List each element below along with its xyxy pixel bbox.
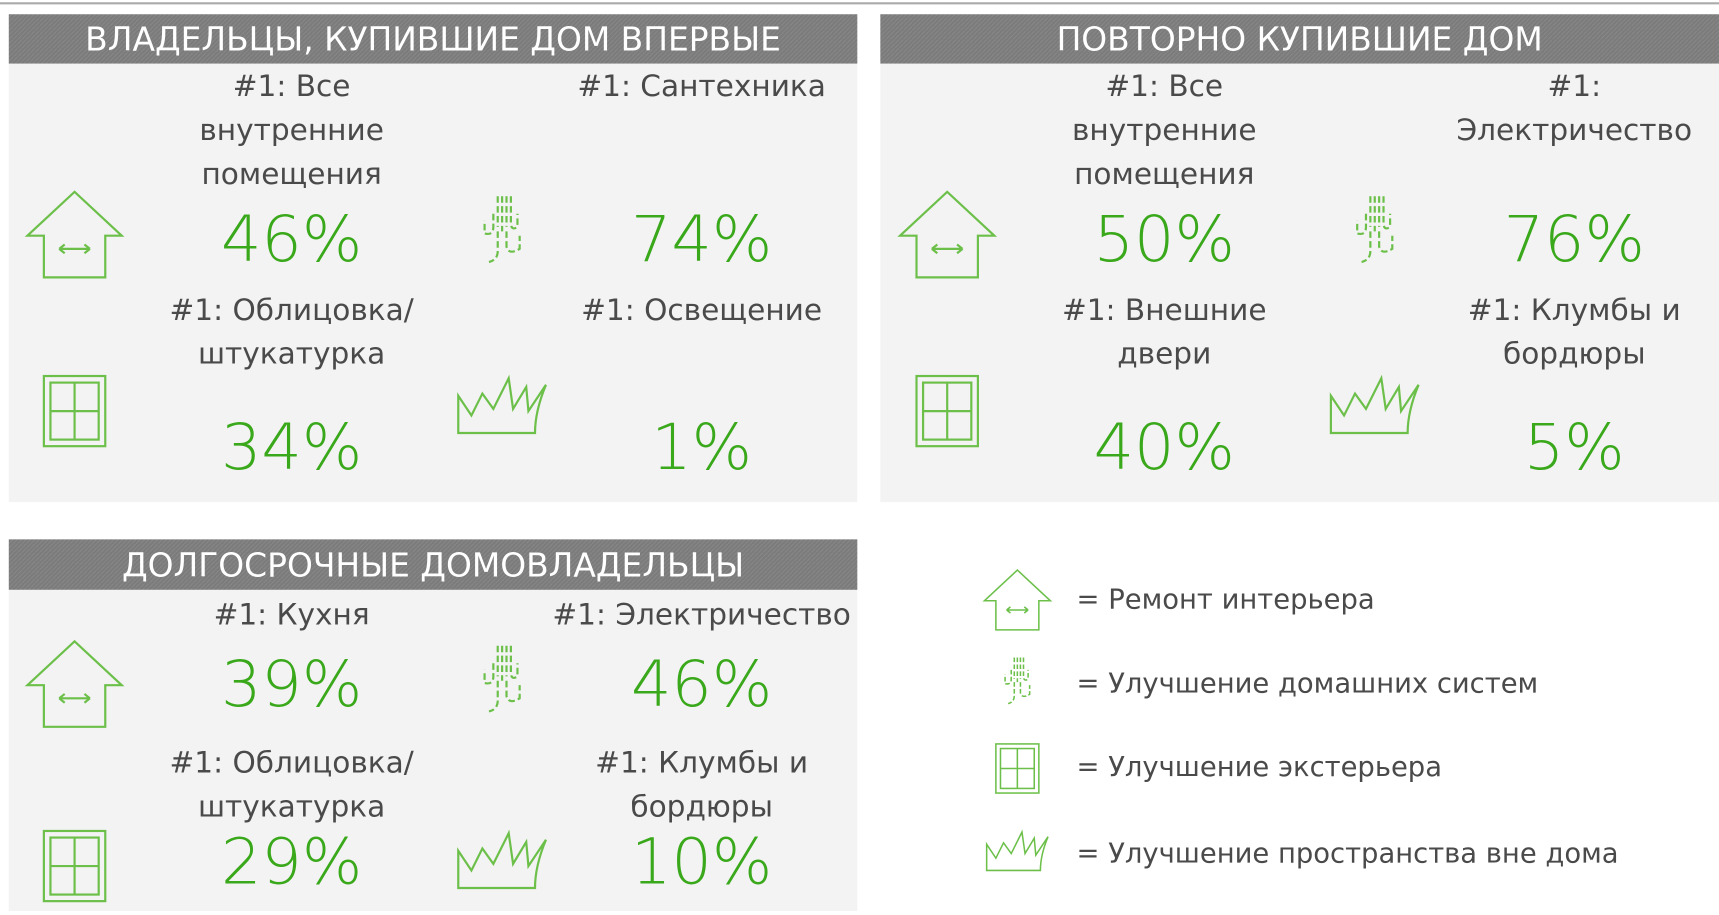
item-label: #1: Все [233, 69, 351, 103]
item-label: #1: Облицовка/ [170, 293, 414, 327]
panel-title: ПОВТОРНО КУПИВШИЕ ДОМ [1057, 20, 1543, 59]
item-value: 39% [221, 647, 362, 721]
item-value: 40% [1094, 410, 1235, 484]
item-label: #1: Клумбы и [595, 746, 808, 780]
legend-text: = Улучшение домашних систем [1077, 669, 1539, 700]
item-label: #1: Кухня [214, 598, 370, 632]
panel-header [8, 539, 858, 590]
item-label: Электричество [1456, 113, 1692, 147]
item-label: бордюры [630, 789, 773, 823]
legend-pipes-icon [1004, 656, 1031, 705]
item-label: помещения [201, 157, 381, 191]
item-label: #1: Клумбы и [1468, 293, 1681, 327]
item-value: 76% [1504, 202, 1645, 276]
item-label: #1: Освещение [581, 293, 822, 327]
legend-window-icon [995, 743, 1040, 794]
legend-grass-icon [985, 831, 1049, 872]
panel [8, 14, 858, 503]
item-label: внутренние [199, 113, 384, 147]
panel [880, 14, 1719, 503]
item-label: бордюры [1503, 337, 1646, 371]
item-label: #1: Все [1105, 69, 1223, 103]
legend-text: = Улучшение экстерьера [1077, 752, 1442, 783]
panel-title: ДОЛГОСРОЧНЫЕ ДОМОВЛАДЕЛЬЦЫ [122, 545, 744, 584]
item-label: внутренние [1072, 113, 1257, 147]
item-value: 29% [221, 825, 362, 899]
item-label: #1: Сантехника [577, 69, 826, 103]
item-label: #1: Электричество [552, 598, 851, 632]
item-value: 46% [631, 647, 772, 721]
legend-text: = Ремонт интерьера [1077, 584, 1375, 615]
item-value: 10% [631, 825, 772, 899]
item-value: 1% [651, 410, 752, 484]
item-label: штукатурка [198, 337, 385, 371]
panel-header [880, 14, 1719, 64]
item-label: #1: [1547, 69, 1601, 103]
legend-house-icon [983, 569, 1052, 631]
item-value: 74% [631, 202, 772, 276]
panel-header [8, 14, 858, 64]
legend-text: = Улучшение пространства вне дома [1077, 839, 1619, 870]
panel-title: ВЛАДЕЛЬЦЫ, КУПИВШИЕ ДОМ ВПЕРВЫЕ [85, 20, 781, 59]
item-value: 5% [1524, 410, 1625, 484]
item-label: #1: Облицовка/ [170, 746, 414, 780]
panel [8, 539, 858, 911]
item-label: помещения [1074, 157, 1254, 191]
item-label: двери [1117, 337, 1211, 371]
item-value: 46% [221, 202, 362, 276]
item-label: #1: Внешние [1062, 293, 1267, 327]
item-value: 50% [1094, 202, 1235, 276]
item-label: штукатурка [198, 789, 385, 823]
item-value: 34% [221, 410, 362, 484]
